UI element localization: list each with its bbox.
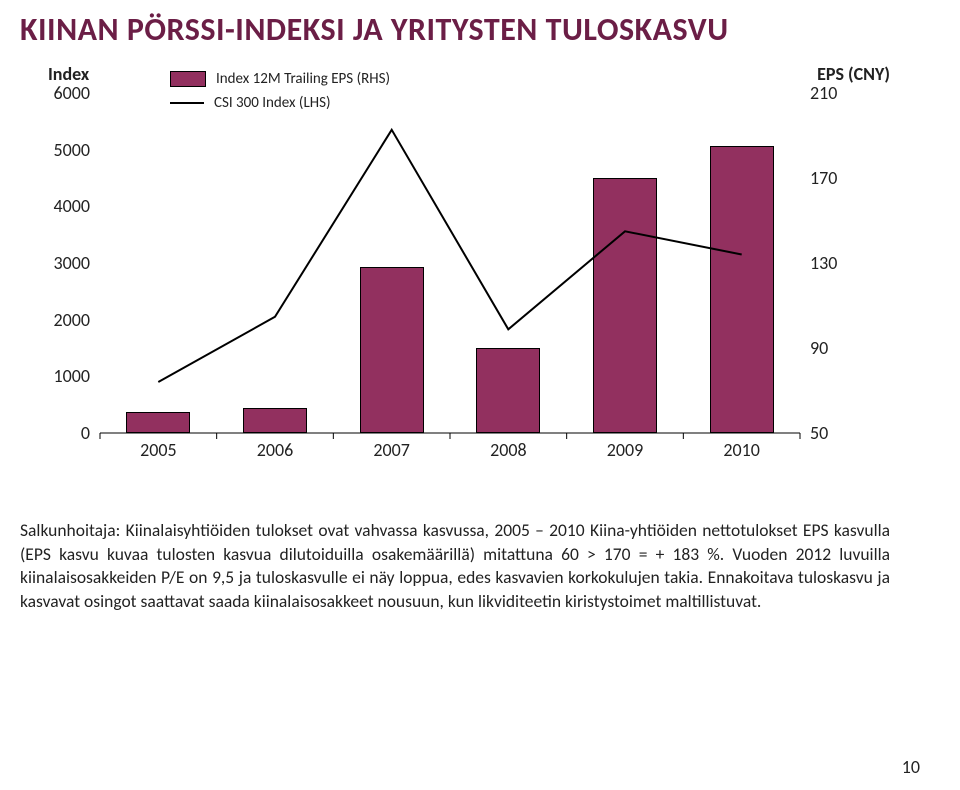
body-paragraph: Salkunhoitaja: Kiinalaisyhtiöiden tuloks… bbox=[20, 519, 890, 614]
legend-swatch-icon bbox=[170, 71, 206, 87]
ytick-left: 3000 bbox=[30, 252, 90, 274]
page-title: KIINAN PÖRSSI-INDEKSI JA YRITYSTEN TULOS… bbox=[20, 10, 920, 49]
ytick-right: 210 bbox=[810, 82, 870, 104]
ytick-right: 130 bbox=[810, 252, 870, 274]
plot-area bbox=[100, 93, 800, 433]
ytick-left: 5000 bbox=[30, 139, 90, 161]
ytick-left: 6000 bbox=[30, 82, 90, 104]
ytick-left: 1000 bbox=[30, 365, 90, 387]
line-series bbox=[100, 93, 800, 433]
chart: Index EPS (CNY) Index 12M Trailing EPS (… bbox=[20, 69, 880, 489]
ytick-right: 90 bbox=[810, 337, 870, 359]
ytick-left: 2000 bbox=[30, 309, 90, 331]
ytick-left: 4000 bbox=[30, 195, 90, 217]
page-number: 10 bbox=[902, 756, 920, 778]
ytick-left: 0 bbox=[30, 422, 90, 444]
legend-bar-label: Index 12M Trailing EPS (RHS) bbox=[216, 70, 390, 88]
ytick-right: 50 bbox=[810, 422, 870, 444]
ytick-right: 170 bbox=[810, 167, 870, 189]
legend-item-bars: Index 12M Trailing EPS (RHS) bbox=[170, 67, 390, 91]
